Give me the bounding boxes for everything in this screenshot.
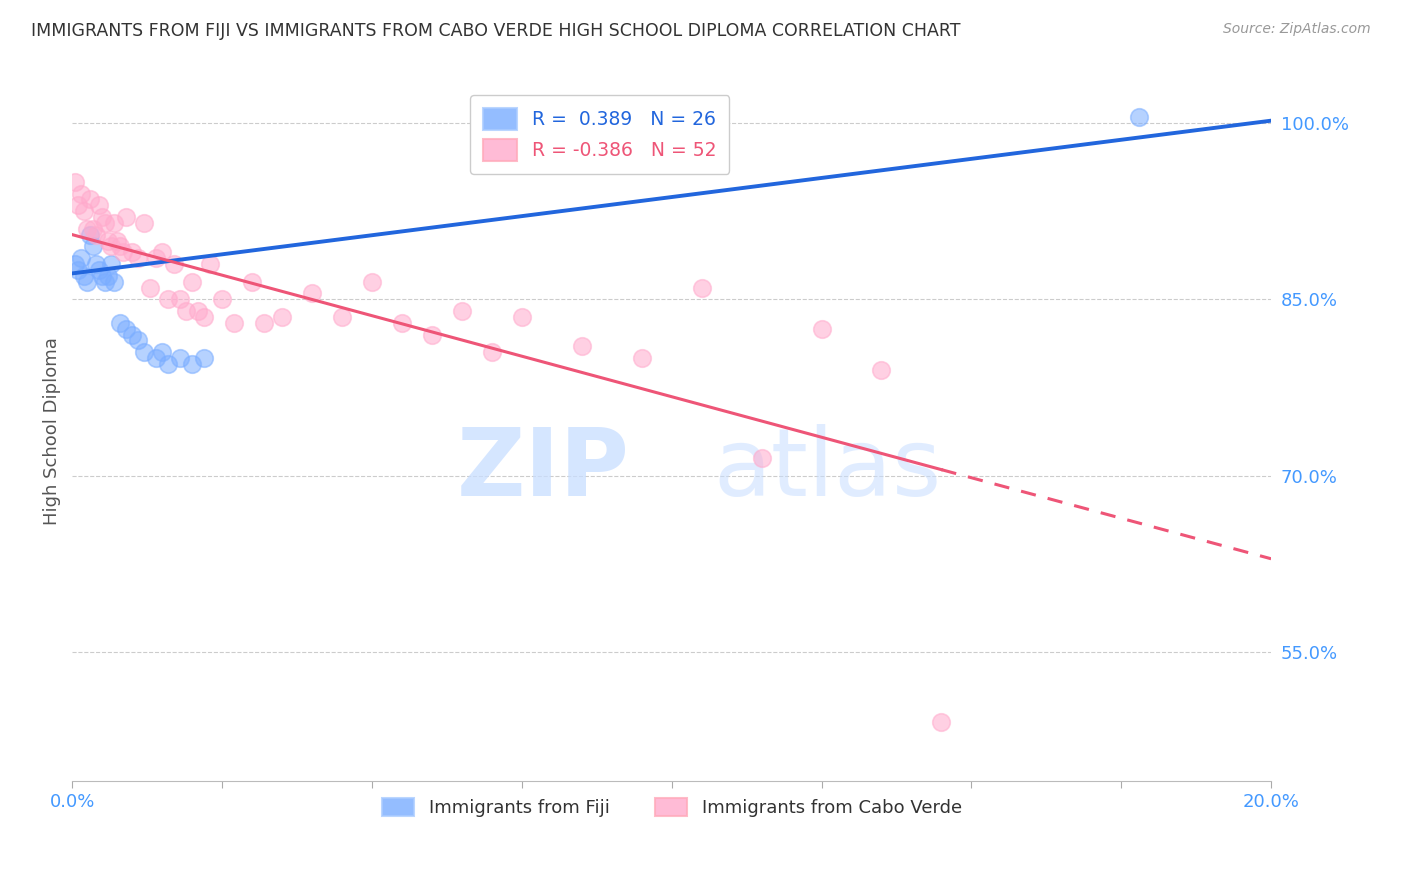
Point <box>253 316 276 330</box>
Point <box>163 257 186 271</box>
Point <box>84 227 107 242</box>
Point <box>139 280 162 294</box>
Point <box>127 334 149 348</box>
Text: IMMIGRANTS FROM FIJI VS IMMIGRANTS FROM CABO VERDE HIGH SCHOOL DIPLOMA CORRELATI: IMMIGRANTS FROM FIJI VS IMMIGRANTS FROM … <box>31 22 960 40</box>
Point <box>630 351 652 365</box>
Point <box>150 345 173 359</box>
Point <box>91 268 114 283</box>
Point <box>127 251 149 265</box>
Point <box>82 221 104 235</box>
Point <box>1128 110 1150 124</box>
Point <box>157 357 180 371</box>
Point <box>84 257 107 271</box>
Point <box>157 292 180 306</box>
Point <box>187 304 209 318</box>
Point <box>67 263 90 277</box>
Point <box>751 450 773 465</box>
Point <box>150 245 173 260</box>
Point <box>481 345 503 359</box>
Point <box>73 268 96 283</box>
Point <box>121 327 143 342</box>
Point <box>145 351 167 365</box>
Point <box>70 251 93 265</box>
Point <box>361 275 384 289</box>
Point <box>330 310 353 324</box>
Point <box>391 316 413 330</box>
Point <box>240 275 263 289</box>
Point <box>174 304 197 318</box>
Point <box>115 321 138 335</box>
Point <box>89 198 111 212</box>
Point <box>115 210 138 224</box>
Point <box>89 263 111 277</box>
Point <box>100 239 122 253</box>
Point <box>103 216 125 230</box>
Point <box>108 316 131 330</box>
Point <box>181 275 204 289</box>
Point <box>450 304 472 318</box>
Point <box>70 186 93 201</box>
Point <box>931 715 953 730</box>
Point <box>134 345 156 359</box>
Point <box>94 216 117 230</box>
Point <box>271 310 294 324</box>
Point <box>193 351 215 365</box>
Point <box>870 363 893 377</box>
Point <box>65 257 87 271</box>
Point <box>105 234 128 248</box>
Point <box>121 245 143 260</box>
Point <box>103 275 125 289</box>
Point <box>76 221 98 235</box>
Point <box>134 216 156 230</box>
Text: Source: ZipAtlas.com: Source: ZipAtlas.com <box>1223 22 1371 37</box>
Point <box>82 239 104 253</box>
Text: ZIP: ZIP <box>457 424 630 516</box>
Legend: Immigrants from Fiji, Immigrants from Cabo Verde: Immigrants from Fiji, Immigrants from Ca… <box>374 790 969 824</box>
Point <box>73 204 96 219</box>
Point <box>510 310 533 324</box>
Point <box>65 175 87 189</box>
Point <box>690 280 713 294</box>
Point <box>420 327 443 342</box>
Point <box>67 198 90 212</box>
Point <box>91 210 114 224</box>
Point <box>76 275 98 289</box>
Point <box>79 193 101 207</box>
Point <box>198 257 221 271</box>
Point <box>169 351 191 365</box>
Point <box>97 268 120 283</box>
Point <box>79 227 101 242</box>
Point <box>211 292 233 306</box>
Point <box>108 239 131 253</box>
Point <box>810 321 832 335</box>
Point <box>222 316 245 330</box>
Point <box>193 310 215 324</box>
Point <box>169 292 191 306</box>
Text: atlas: atlas <box>714 424 942 516</box>
Point <box>97 234 120 248</box>
Point <box>112 245 135 260</box>
Point <box>94 275 117 289</box>
Point <box>571 339 593 353</box>
Y-axis label: High School Diploma: High School Diploma <box>44 337 60 525</box>
Point <box>301 286 323 301</box>
Point <box>145 251 167 265</box>
Point <box>100 257 122 271</box>
Point <box>181 357 204 371</box>
